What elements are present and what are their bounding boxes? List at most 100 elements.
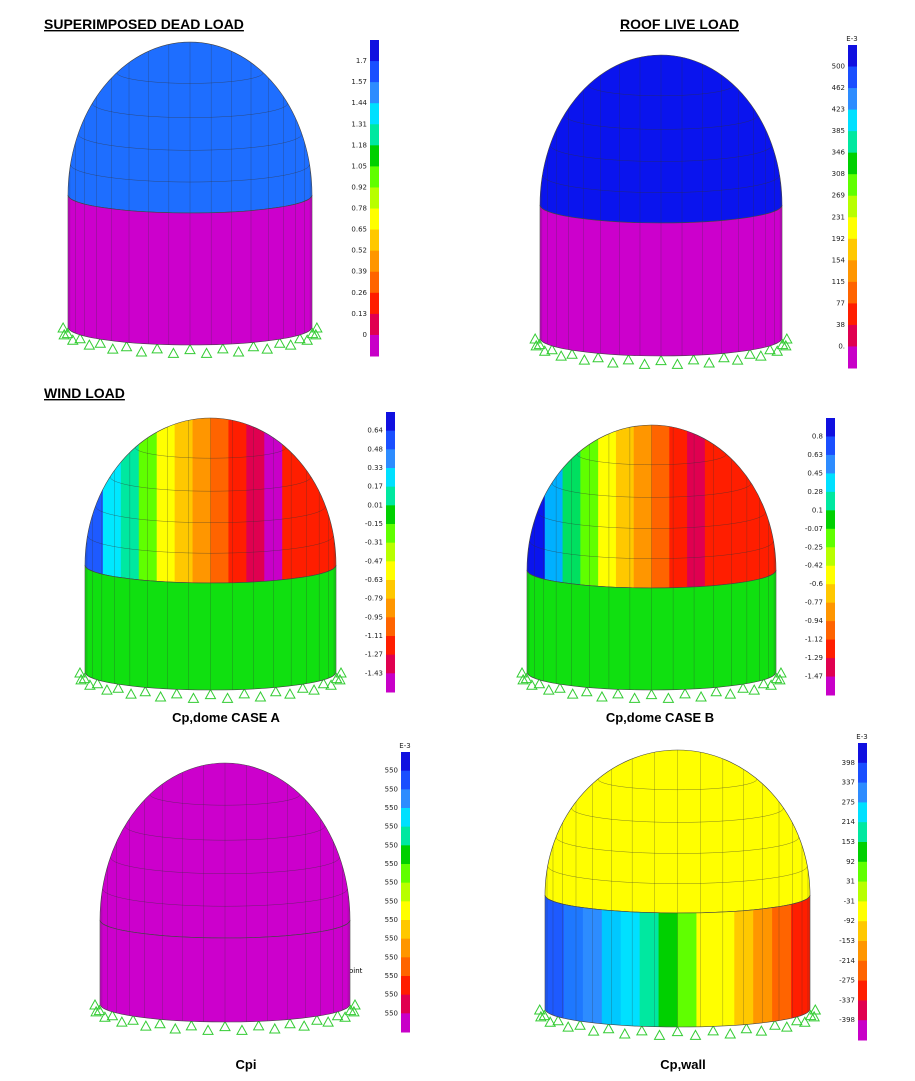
legend-label: -214 <box>839 957 855 965</box>
legend-label: 462 <box>832 84 845 92</box>
color-legend: 500 462 423 385 346 308 269 231 192 154 115 77 38 0. E… <box>832 35 858 369</box>
legend-label: 550 <box>385 897 398 905</box>
legend-exponent: E-3 <box>399 742 410 750</box>
model-view <box>57 41 323 358</box>
legend-label: -0.42 <box>805 562 823 570</box>
legend-label: 550 <box>385 972 398 980</box>
legend-label: 0.52 <box>351 247 367 255</box>
caption: Cpi <box>236 1057 257 1072</box>
legend-label: -1.43 <box>365 669 383 677</box>
legend-label: 550 <box>385 935 398 943</box>
legend-label: 337 <box>842 779 855 787</box>
legend-label: 550 <box>385 823 398 831</box>
legend-label: 550 <box>385 841 398 849</box>
legend-label: 550 <box>385 916 398 924</box>
legend-label: -1.27 <box>365 651 383 659</box>
legend-label: 0.26 <box>351 289 367 297</box>
caption: Cp,wall <box>660 1057 706 1072</box>
legend-label: 0. <box>838 342 845 350</box>
legend-label: 1.05 <box>351 162 367 170</box>
model-view <box>89 762 361 1035</box>
legend-label: 1.57 <box>351 78 367 86</box>
model-view <box>529 54 793 369</box>
legend-label: 550 <box>385 804 398 812</box>
legend-label: 0.63 <box>807 451 823 459</box>
legend-label: 0.45 <box>807 469 823 477</box>
legend-label: -0.77 <box>805 599 823 607</box>
legend-label: 154 <box>832 256 846 264</box>
legend-label: -0.25 <box>805 543 823 551</box>
legend-label: -0.63 <box>365 576 383 584</box>
caption: Cp,dome CASE B <box>606 710 714 725</box>
color-legend: 1.7 1.57 1.44 1.31 1.18 1.05 0.92 0.78 0.65 0.52 0… <box>351 40 379 357</box>
legend-label: 550 <box>385 767 398 775</box>
legend-label: 1.7 <box>356 57 367 65</box>
color-legend: 0.8 0.63 0.45 0.28 0.1 -0.07 -0.25 -0.42 -0.6 -0.… <box>805 418 835 696</box>
legend-label: -337 <box>839 996 855 1004</box>
legend-label: 0.64 <box>367 427 383 435</box>
legend-label: 92 <box>846 858 855 866</box>
caption: Cp,dome CASE A <box>172 710 280 725</box>
legend-label: 115 <box>832 278 845 286</box>
legend-label: -1.29 <box>805 654 823 662</box>
legend-label: -0.31 <box>365 539 383 547</box>
legend-label: 0.39 <box>351 268 367 276</box>
color-legend: 398 337 275 214 153 92 31 -31 -92 -153 -214 -275 -33… <box>839 733 868 1041</box>
legend-label: 0.28 <box>807 488 823 496</box>
legend-label: -0.07 <box>805 525 823 533</box>
legend-label: 1.18 <box>351 141 367 149</box>
legend-label: 500 <box>832 63 845 71</box>
legend-label: -275 <box>839 977 855 985</box>
legend-label: 0.48 <box>367 445 383 453</box>
legend-label: 269 <box>832 192 845 200</box>
legend-label: 153 <box>842 838 855 846</box>
legend-label: 0.65 <box>351 226 367 234</box>
legend-label: 0.01 <box>367 501 383 509</box>
legend-label: 192 <box>832 235 845 243</box>
legend-label: 0.1 <box>812 506 823 514</box>
legend-label: 423 <box>832 106 845 114</box>
legend-exponent: E-3 <box>846 35 857 43</box>
legend-label: 0.13 <box>351 310 367 318</box>
legend-label: 214 <box>842 818 856 826</box>
legend-label: -0.6 <box>809 580 823 588</box>
heading: ROOF LIVE LOAD <box>620 16 739 32</box>
legend-label: 550 <box>385 879 398 887</box>
legend-label: 0.33 <box>367 464 383 472</box>
model-view <box>516 424 787 703</box>
legend-label: -92 <box>844 917 855 925</box>
legend-label: 550 <box>385 953 398 961</box>
legend-label: 385 <box>832 127 845 135</box>
legend-label: -1.47 <box>805 673 823 681</box>
heading: WIND LOAD <box>44 385 125 401</box>
legend-label: 1.44 <box>351 99 367 107</box>
legend-label: 275 <box>842 798 855 806</box>
color-legend: 0.64 0.48 0.33 0.17 0.01 -0.15 -0.31 -0.47 -0.63… <box>365 412 395 693</box>
legend-label: -153 <box>839 937 855 945</box>
legend-label: 0.17 <box>367 483 383 491</box>
legend-label: -0.95 <box>365 613 383 621</box>
legend-label: -398 <box>839 1016 855 1024</box>
legend-label: 550 <box>385 991 398 999</box>
legend-label: -1.12 <box>805 636 823 644</box>
legend-label: 550 <box>385 1009 398 1017</box>
legend-label: -0.47 <box>365 557 383 565</box>
legend-label: 1.31 <box>351 120 367 128</box>
legend-exponent: E-3 <box>856 733 867 741</box>
legend-label: -1.11 <box>365 632 383 640</box>
model-view <box>74 417 347 703</box>
legend-label: -0.15 <box>365 520 383 528</box>
legend-label: 38 <box>836 321 845 329</box>
legend-label: 31 <box>846 878 855 886</box>
legend-label: 0.78 <box>351 205 367 213</box>
legend-label: 0 <box>363 331 367 339</box>
legend-label: -0.79 <box>365 595 383 603</box>
legend-label: 398 <box>842 759 855 767</box>
legend-label: 550 <box>385 785 398 793</box>
legend-label: 308 <box>832 170 845 178</box>
annotation: Point <box>345 967 363 975</box>
legend-label: 346 <box>832 149 846 157</box>
legend-label: 0.8 <box>812 432 823 440</box>
legend-label: 231 <box>832 213 845 221</box>
